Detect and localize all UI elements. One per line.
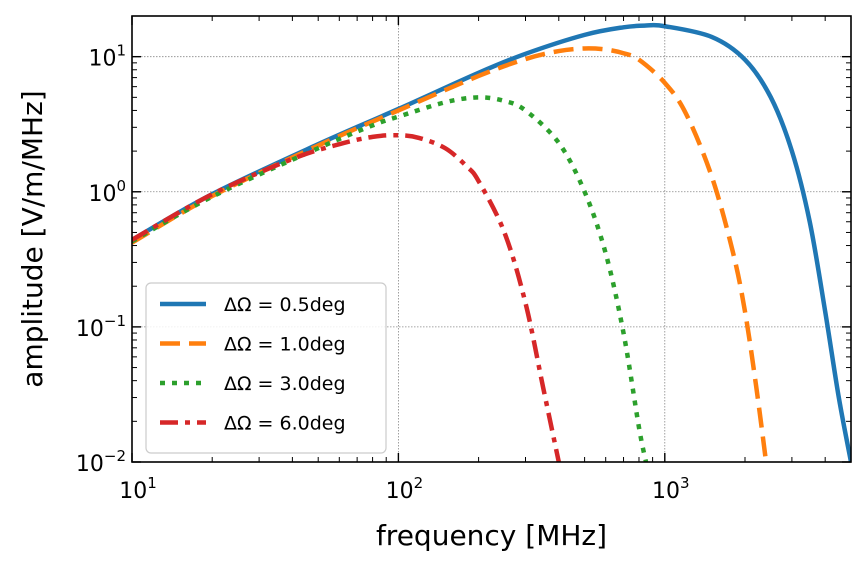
series-line-3 (132, 95, 649, 462)
x-tick-label: 102 (386, 474, 424, 504)
y-tick-label: 10−2 (76, 447, 126, 477)
tick-labels: 101 102 103 10−2 10−1 100 101 (76, 42, 690, 504)
legend-label-1: ΔΩ = 0.5deg (224, 294, 346, 316)
legend-box (145, 282, 387, 454)
plot-frame (131, 15, 852, 463)
y-axis-label: amplitude [V/m/MHz] (16, 90, 49, 387)
legend-label-2: ΔΩ = 1.0deg (224, 334, 346, 356)
minor-ticks (132, 16, 851, 462)
y-tick-label: 100 (88, 177, 126, 207)
series-layer (132, 22, 851, 462)
x-tick-label: 103 (652, 474, 690, 504)
x-tick-label: 101 (119, 474, 157, 504)
legend: ΔΩ = 0.5deg ΔΩ = 1.0deg ΔΩ = 3.0deg ΔΩ = 6.… (145, 282, 387, 454)
grid-lines (132, 16, 851, 462)
legend-label-4: ΔΩ = 6.0deg (224, 413, 346, 435)
series-line-2 (132, 46, 769, 462)
x-axis-label: frequency [MHz] (376, 519, 607, 552)
series-line-4 (132, 132, 561, 462)
y-tick-label: 101 (88, 42, 126, 72)
major-ticks (131, 16, 851, 463)
y-tick-label: 10−1 (76, 312, 126, 342)
series-line-1 (132, 22, 851, 462)
legend-label-3: ΔΩ = 3.0deg (224, 373, 346, 395)
